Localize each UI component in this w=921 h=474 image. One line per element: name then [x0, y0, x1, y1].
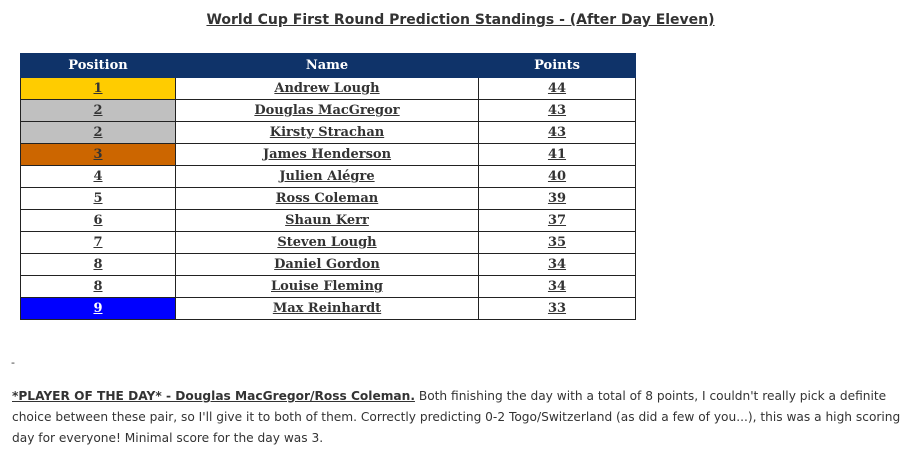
points-link[interactable]: 33 [547, 301, 567, 316]
position-link[interactable]: 2 [93, 103, 103, 118]
position-link[interactable]: 1 [93, 81, 103, 96]
name-cell: Daniel Gordon [175, 253, 479, 276]
player-of-the-day-paragraph: *PLAYER OF THE DAY* - Douglas MacGregor/… [12, 386, 907, 449]
points-cell: 40 [478, 165, 636, 188]
position-link[interactable]: 5 [93, 191, 103, 206]
name-cell: Louise Fleming [175, 275, 479, 298]
points-cell: 39 [478, 187, 636, 210]
position-cell: 5 [20, 187, 176, 210]
position-cell: 1 [20, 77, 176, 100]
position-cell: 2 [20, 121, 176, 144]
position-cell: 8 [20, 253, 176, 276]
position-link[interactable]: 3 [93, 147, 103, 162]
name-link[interactable]: Daniel Gordon [274, 257, 380, 272]
page-title: World Cup First Round Prediction Standin… [206, 12, 715, 28]
table-row: 2 Douglas MacGregor 43 [20, 99, 636, 122]
name-cell: Shaun Kerr [175, 209, 479, 232]
name-cell: Ross Coleman [175, 187, 479, 210]
points-link[interactable]: 34 [547, 257, 567, 272]
table-row: 1 Andrew Lough 44 [20, 77, 636, 100]
position-cell: 8 [20, 275, 176, 298]
name-cell: James Henderson [175, 143, 479, 166]
name-link[interactable]: Steven Lough [277, 235, 377, 250]
position-link[interactable]: 4 [93, 169, 103, 184]
name-link[interactable]: Max Reinhardt [272, 301, 382, 316]
position-link[interactable]: 2 [93, 125, 103, 140]
points-cell: 37 [478, 209, 636, 232]
position-link[interactable]: 8 [93, 279, 103, 294]
position-link[interactable]: 9 [93, 301, 103, 316]
table-row: 8 Louise Fleming 34 [20, 275, 636, 298]
name-cell: Julien Alégre [175, 165, 479, 188]
position-cell: 4 [20, 165, 176, 188]
points-cell: 41 [478, 143, 636, 166]
separator-mark: - [11, 356, 15, 369]
points-cell: 44 [478, 77, 636, 100]
table-row: 6 Shaun Kerr 37 [20, 209, 636, 232]
table-row: 9 Max Reinhardt 33 [20, 297, 636, 320]
name-link[interactable]: James Henderson [262, 147, 392, 162]
points-link[interactable]: 34 [547, 279, 567, 294]
points-cell: 43 [478, 121, 636, 144]
header-points: Points [478, 53, 636, 78]
position-cell: 2 [20, 99, 176, 122]
name-cell: Kirsty Strachan [175, 121, 479, 144]
points-link[interactable]: 43 [547, 103, 567, 118]
points-link[interactable]: 40 [547, 169, 567, 184]
table-row: 8 Daniel Gordon 34 [20, 253, 636, 276]
name-link[interactable]: Andrew Lough [274, 81, 380, 96]
position-cell: 3 [20, 143, 176, 166]
points-link[interactable]: 41 [547, 147, 567, 162]
points-link[interactable]: 35 [547, 235, 567, 250]
points-cell: 34 [478, 253, 636, 276]
position-cell: 7 [20, 231, 176, 254]
position-link[interactable]: 8 [93, 257, 103, 272]
name-link[interactable]: Douglas MacGregor [254, 103, 400, 118]
header-name: Name [175, 53, 479, 78]
name-cell: Steven Lough [175, 231, 479, 254]
points-cell: 43 [478, 99, 636, 122]
points-cell: 33 [478, 297, 636, 320]
position-link[interactable]: 6 [93, 213, 103, 228]
player-of-the-day-text: Both finishing the day with a total of 8… [12, 389, 901, 445]
table-row: 7 Steven Lough 35 [20, 231, 636, 254]
points-link[interactable]: 44 [547, 81, 567, 96]
table-row: 3 James Henderson 41 [20, 143, 636, 166]
name-cell: Max Reinhardt [175, 297, 479, 320]
name-link[interactable]: Kirsty Strachan [269, 125, 385, 140]
table-row: 5 Ross Coleman 39 [20, 187, 636, 210]
name-cell: Andrew Lough [175, 77, 479, 100]
name-cell: Douglas MacGregor [175, 99, 479, 122]
name-link[interactable]: Shaun Kerr [285, 213, 369, 228]
table-header-row: Position Name Points [20, 53, 636, 78]
position-cell: 9 [20, 297, 176, 320]
name-link[interactable]: Ross Coleman [275, 191, 379, 206]
table-row: 4 Julien Alégre 40 [20, 165, 636, 188]
player-of-the-day-heading: *PLAYER OF THE DAY* - Douglas MacGregor/… [12, 389, 415, 403]
points-cell: 35 [478, 231, 636, 254]
points-link[interactable]: 37 [547, 213, 567, 228]
position-cell: 6 [20, 209, 176, 232]
name-link[interactable]: Louise Fleming [271, 279, 383, 294]
header-position: Position [20, 53, 176, 78]
table-row: 2 Kirsty Strachan 43 [20, 121, 636, 144]
points-link[interactable]: 43 [547, 125, 567, 140]
points-cell: 34 [478, 275, 636, 298]
position-link[interactable]: 7 [93, 235, 103, 250]
name-link[interactable]: Julien Alégre [279, 169, 375, 184]
points-link[interactable]: 39 [547, 191, 567, 206]
standings-table: Position Name Points 1 Andrew Lough 44 2 Dou… [20, 53, 636, 320]
